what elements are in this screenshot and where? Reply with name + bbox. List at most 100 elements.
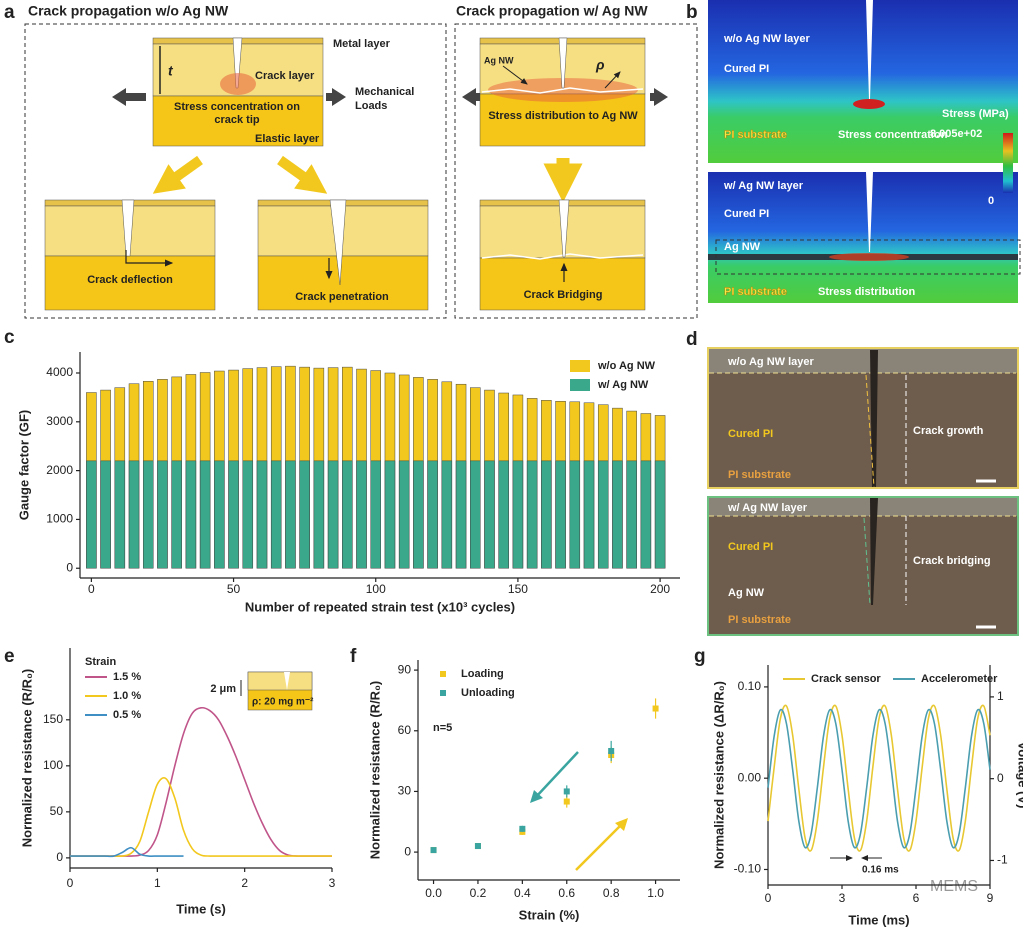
legend-label: 1.0 % — [113, 690, 141, 702]
bar — [185, 460, 197, 569]
micrograph — [707, 496, 1019, 636]
stress-spot — [220, 73, 256, 95]
x-tick-label: 200 — [650, 582, 670, 596]
stress-spot — [853, 99, 885, 109]
label: crack tip — [214, 114, 260, 126]
y2-tick-label: -1 — [997, 853, 1008, 867]
arrow — [502, 65, 528, 85]
x-tick-label: 0.8 — [603, 886, 620, 900]
frame — [454, 23, 698, 319]
label: Ag NW — [484, 55, 514, 65]
marker — [430, 847, 437, 854]
x-axis-label: Time (s) — [176, 901, 226, 916]
bar — [100, 460, 111, 569]
label: Stress distribution — [818, 286, 915, 298]
label: 0 — [988, 195, 994, 207]
bar — [114, 460, 126, 569]
title: Crack propagation w/o Ag NW — [28, 3, 229, 19]
y-axis-label: Normalized resistance (R/R₀) — [367, 681, 382, 860]
simulation — [708, 172, 1018, 303]
y-axis-label: Normalized resistance (ΔR/R₀) — [711, 681, 726, 869]
arrowhead — [615, 818, 628, 831]
label: w/o Ag NW layer — [727, 356, 814, 368]
y-axis-label: Normalized resistance (R/R₀) — [19, 669, 34, 848]
layer — [709, 498, 1017, 516]
legend-swatch — [570, 360, 590, 372]
label: w/o Ag NW layer — [723, 33, 810, 45]
elastic-layer — [44, 255, 216, 311]
panel-label: f — [350, 646, 357, 667]
arrowhead — [530, 790, 543, 803]
y2-axis-label: Voltage (V) — [1016, 742, 1023, 809]
crack — [870, 498, 878, 605]
y-tick-label: 0 — [66, 560, 73, 574]
x-tick-label: 0 — [67, 876, 74, 890]
bar — [128, 460, 140, 569]
arrow — [534, 751, 579, 799]
elastic-layer — [257, 255, 429, 311]
arrow — [575, 823, 623, 871]
label: PI substrate — [724, 129, 787, 141]
title: Crack propagation w/ Ag NW — [456, 3, 648, 19]
y2-tick-label: 0 — [997, 771, 1004, 785]
watermark: MEMS — [930, 878, 978, 895]
bar — [583, 460, 595, 569]
legend-swatch — [440, 690, 446, 696]
bar — [285, 460, 296, 569]
x-tick-label: 1.0 — [647, 886, 664, 900]
marker — [608, 747, 615, 754]
crack-outline — [863, 517, 871, 606]
label: PI substrate — [728, 614, 791, 626]
y-tick-label: 0 — [56, 850, 63, 864]
legend-title: Strain — [85, 656, 116, 668]
frame — [24, 23, 447, 319]
y-tick-label: 0.10 — [738, 679, 762, 693]
arrow — [277, 155, 328, 194]
bar — [342, 460, 353, 569]
x-tick-label: 0.0 — [425, 886, 442, 900]
legend-swatch — [570, 379, 590, 391]
layer — [709, 349, 1017, 373]
label: Cured PI — [724, 208, 769, 220]
arrow — [604, 71, 621, 89]
label: PI substrate — [724, 286, 787, 298]
label: t — [168, 63, 174, 79]
label: Ag NW — [728, 587, 765, 599]
bar — [370, 460, 381, 569]
bar — [384, 460, 396, 569]
bar — [356, 460, 367, 569]
x-axis-label: Number of repeated strain test (x10³ cyc… — [245, 599, 515, 614]
y-tick-label: -0.10 — [734, 862, 762, 876]
legend-label: Loading — [461, 668, 504, 680]
label: Ag NW — [724, 241, 761, 253]
y-tick-label: 0 — [404, 844, 411, 858]
marker — [563, 798, 570, 805]
label: Crack penetration — [295, 291, 389, 303]
label: PI substrate — [728, 469, 791, 481]
label: Crack Bridging — [524, 289, 603, 301]
bar — [242, 460, 254, 569]
bar — [526, 460, 538, 569]
x-axis-label: Time (ms) — [848, 912, 909, 927]
bar — [555, 460, 566, 569]
x-tick-label: 6 — [913, 891, 920, 905]
arrow — [152, 155, 203, 194]
x-tick-label: 0.6 — [558, 886, 575, 900]
y-tick-label: 150 — [43, 712, 63, 726]
x-tick-label: 50 — [227, 582, 241, 596]
bar — [612, 460, 623, 569]
bar — [398, 460, 410, 569]
y-tick-label: 0.00 — [738, 770, 762, 784]
x-tick-label: 0.2 — [470, 886, 487, 900]
x-tick-label: 0.4 — [514, 886, 531, 900]
crack — [558, 199, 570, 258]
label: 8.005e+02 — [930, 128, 982, 140]
y-tick-label: 50 — [50, 804, 64, 818]
bar — [228, 460, 239, 569]
bar — [498, 460, 509, 569]
legend-label: w/ Ag NW — [597, 379, 649, 391]
annotation: 0.16 ms — [862, 865, 899, 876]
x-tick-label: 2 — [241, 876, 248, 890]
x-tick-label: 9 — [987, 891, 994, 905]
label: Metal layer — [333, 38, 391, 50]
